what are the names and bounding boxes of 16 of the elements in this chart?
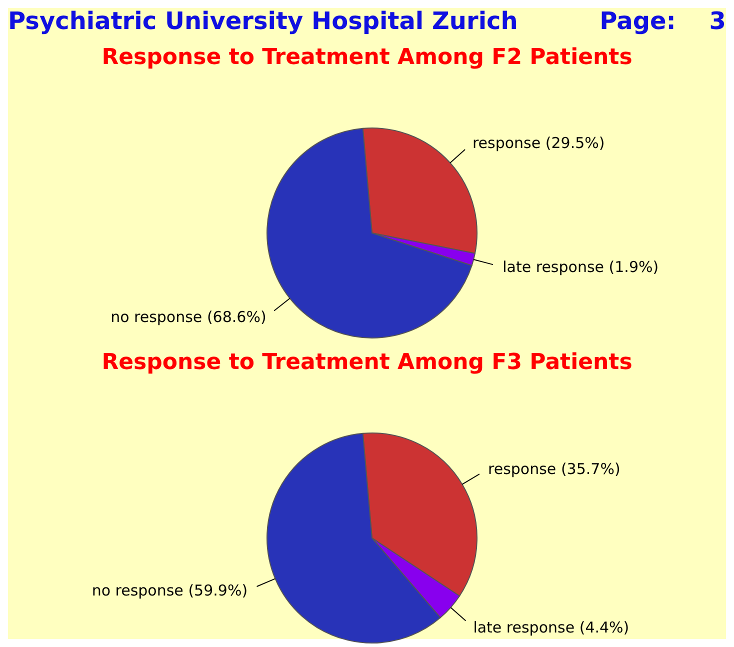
text: Psychiatric University Hospital Zurich [8,7,518,37]
data-label: (4.4%) [579,618,630,636]
chart-title: Response to Treatment Among F3 Patients [100,349,634,377]
slice-label: late response [473,618,575,636]
text: Page: 3 [600,7,726,37]
data-label: (1.9%) [608,258,659,276]
slice-label: late response [502,258,604,276]
slice-label: no response [110,308,202,326]
data-label: (59.9%) [188,581,248,600]
slice-label: response [472,134,541,152]
data-label: (35.7%) [560,460,620,478]
data-label: (68.6%) [206,308,266,326]
slice-label: response [488,460,556,478]
data-label: (29.5%) [545,134,605,152]
slice-label: no response [92,581,184,600]
chart-title: Response to Treatment Among F2 Patients [100,44,634,72]
